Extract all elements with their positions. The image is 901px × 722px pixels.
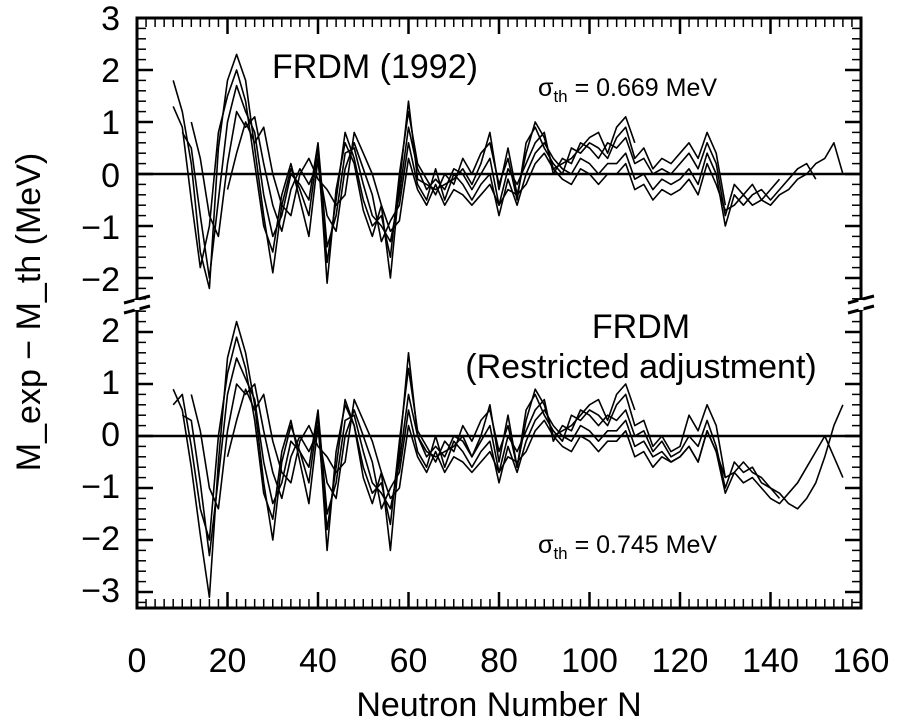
series-line-bottom-3 — [181, 357, 781, 557]
sigma-value: = 0.745 MeV — [568, 531, 718, 559]
y-tick-label: 1 — [101, 104, 120, 142]
x-tick-label: 60 — [390, 642, 428, 680]
series-line-top-4 — [190, 110, 817, 243]
sigma-annotation-bottom: σth = 0.745 MeV — [538, 531, 717, 563]
panel-title-bottom: FRDM — [592, 308, 690, 346]
sigma-value: = 0.669 MeV — [568, 74, 718, 102]
y-tick-label: 1 — [101, 364, 120, 402]
y-tick-label: 0 — [101, 157, 120, 195]
minor-ticks — [135, 16, 863, 608]
x-tick-label: 120 — [652, 642, 709, 680]
y-tick-label: −1 — [81, 209, 120, 247]
y-tick-label: 2 — [101, 52, 120, 90]
x-tick-labels: 0 20 40 60 80 100 120 140 160 — [128, 642, 890, 680]
sigma-annotation-top: σth = 0.669 MeV — [538, 74, 717, 106]
y-tick-labels-bottom: 2 1 0 −1 −2 −3 — [81, 312, 120, 610]
x-tick-label: 0 — [128, 642, 147, 680]
series-group-bottom — [172, 320, 844, 598]
x-tick-label: 100 — [561, 642, 618, 680]
sigma-symbol: σ — [538, 74, 554, 102]
y-tick-labels-top: 3 2 1 0 −1 −2 — [81, 0, 120, 299]
series-group-top — [172, 53, 844, 290]
x-axis-title: Neutron Number N — [356, 686, 641, 722]
sigma-symbol: σ — [538, 531, 554, 559]
y-tick-label: −2 — [81, 520, 120, 558]
sigma-subscript: th — [553, 87, 567, 106]
y-tick-label: −3 — [81, 572, 120, 610]
x-tick-label: 40 — [299, 642, 337, 680]
x-tick-label: 160 — [833, 642, 890, 680]
y-tick-label: 3 — [101, 0, 120, 38]
series-line-top-3 — [181, 84, 781, 279]
x-tick-label: 80 — [480, 642, 518, 680]
sigma-subscript: th — [553, 544, 567, 563]
y-tick-label: −1 — [81, 468, 120, 506]
series-line-bottom-5 — [226, 388, 844, 510]
y-tick-label: 2 — [101, 312, 120, 350]
x-tick-label: 20 — [209, 642, 247, 680]
x-tick-label: 140 — [742, 642, 799, 680]
y-tick-label: 0 — [101, 416, 120, 454]
panel-subtitle-bottom: (Restricted adjustment) — [465, 348, 816, 386]
panel-title-top: FRDM (1992) — [272, 48, 478, 86]
y-axis-title: M_exp − M_th (MeV) — [10, 153, 48, 471]
y-tick-label: −2 — [81, 261, 120, 299]
series-line-top-5 — [226, 121, 844, 232]
